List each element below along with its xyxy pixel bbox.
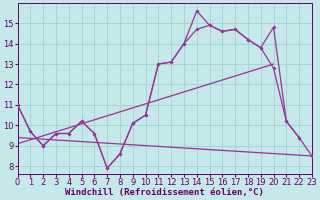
X-axis label: Windchill (Refroidissement éolien,°C): Windchill (Refroidissement éolien,°C) (65, 188, 264, 197)
